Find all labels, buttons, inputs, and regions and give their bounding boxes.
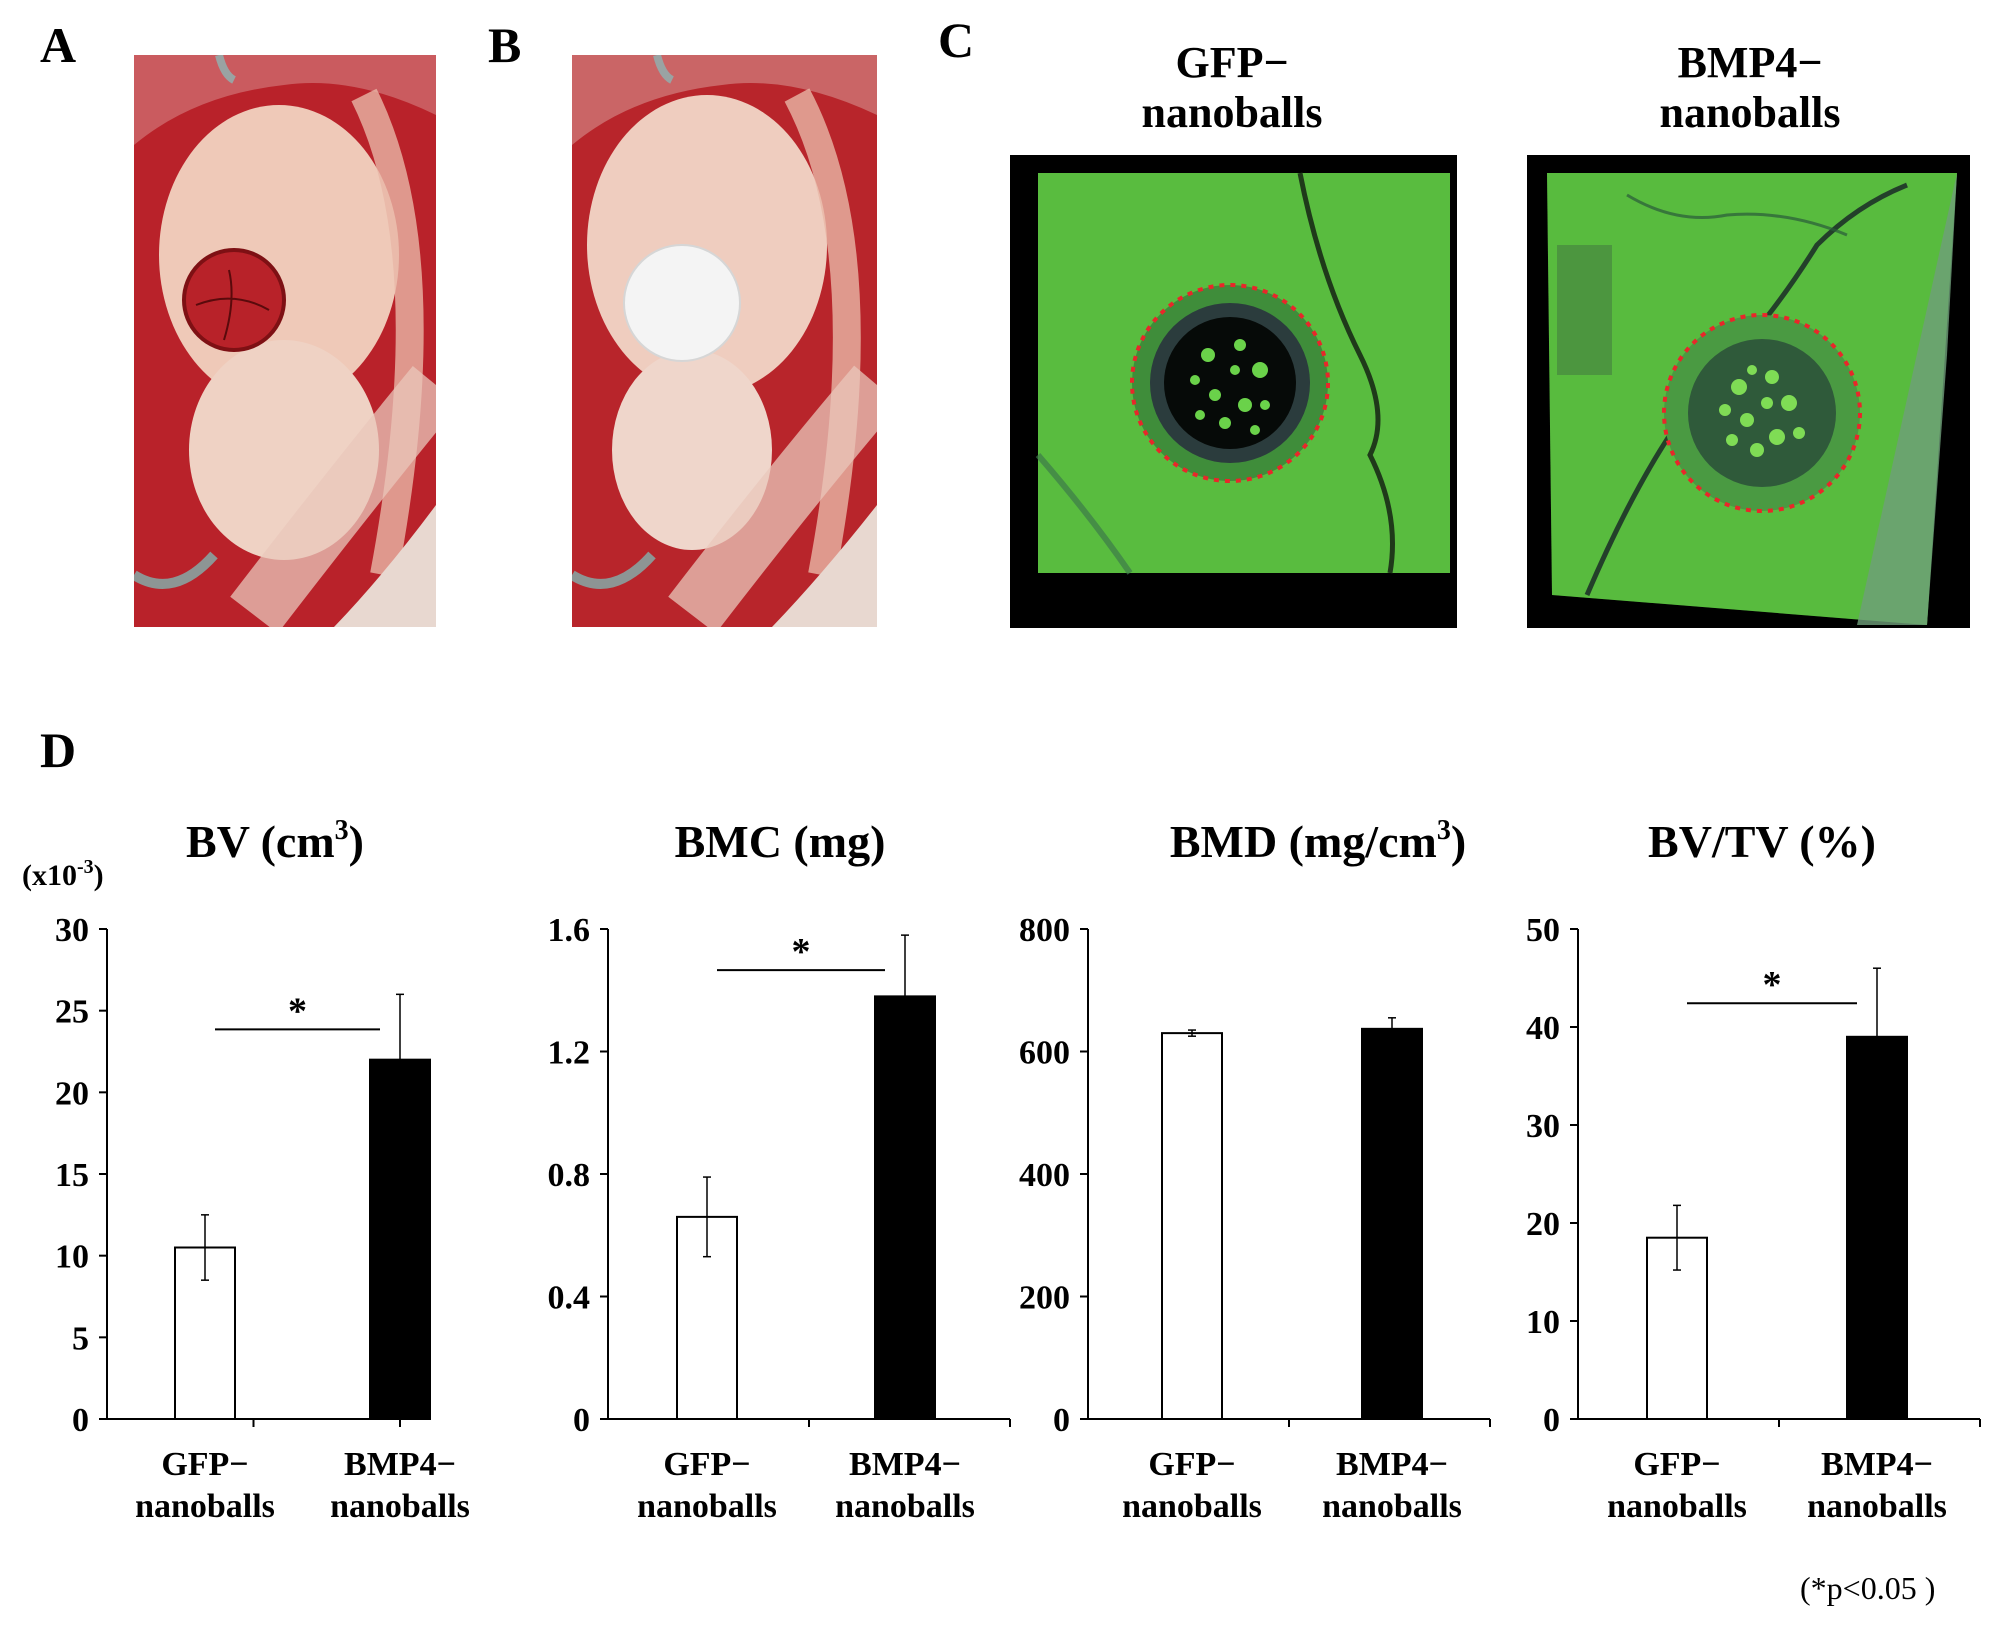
panel-label-a: A <box>40 17 77 73</box>
ct-right-title-line1: BMP4− <box>1677 38 1823 87</box>
photo-b-illustration <box>572 55 877 627</box>
significance-star: * <box>1763 964 1782 1006</box>
y-tick-label: 50 <box>1526 912 1560 949</box>
panel-label-c: C <box>938 12 975 68</box>
y-tick-label: 40 <box>1526 1010 1560 1047</box>
chart-multiplier-text: (x10 <box>22 859 77 892</box>
y-tick-label: 400 <box>1019 1157 1070 1194</box>
category-label: GFP− <box>161 1446 248 1483</box>
ct-left-title-line1: GFP− <box>1175 38 1289 87</box>
chart-title-text: BMD (mg/cm <box>1170 816 1437 867</box>
chart-1: BV (cm3)(x10-3)051015202530GFP−nanoballs… <box>22 815 470 1525</box>
category-label: BMP4− <box>1336 1446 1448 1483</box>
y-tick-label: 0 <box>1053 1402 1070 1439</box>
y-tick-label: 10 <box>55 1239 89 1276</box>
category-label: nanoballs <box>637 1488 777 1525</box>
bar-bmp4 <box>874 995 936 1420</box>
category-label: nanoballs <box>1607 1488 1747 1525</box>
ct-left-title-line2: nanoballs <box>1141 88 1323 137</box>
category-label: GFP− <box>1148 1446 1235 1483</box>
ct-image-gfp <box>1010 155 1457 628</box>
bar-gfp <box>1161 1032 1223 1420</box>
ct-left-title: GFP− nanoballs <box>1112 38 1352 138</box>
chart-multiplier: (x10-3) <box>22 856 104 892</box>
ct-right-title: BMP4− nanoballs <box>1630 38 1870 138</box>
y-tick-label: 5 <box>72 1320 89 1357</box>
category-label: BMP4− <box>849 1446 961 1483</box>
significance-footnote: (*p<0.05 ) <box>1800 1570 1936 1606</box>
chart-title: BV/TV (%) <box>1648 816 1876 867</box>
category-label: nanoballs <box>835 1488 975 1525</box>
y-tick-label: 0.4 <box>548 1280 591 1317</box>
y-tick-label: 25 <box>55 994 89 1031</box>
chart-title-text: BV (cm <box>186 816 335 867</box>
y-tick-label: 30 <box>1526 1108 1560 1145</box>
chart-title-tail: ) <box>1451 816 1466 867</box>
category-label: nanoballs <box>1122 1488 1262 1525</box>
category-label: BMP4− <box>1821 1446 1933 1483</box>
y-tick-label: 0 <box>72 1402 89 1439</box>
significance-star: * <box>792 931 811 973</box>
chart-title-text: BMC (mg) <box>675 816 886 867</box>
ct-image-gfp-illustration <box>1010 155 1457 628</box>
panel-label-b: B <box>488 17 522 73</box>
chart-title: BMD (mg/cm3) <box>1170 815 1466 867</box>
y-tick-label: 1.6 <box>548 912 591 949</box>
category-label: nanoballs <box>1807 1488 1947 1525</box>
chart-title-tail: ) <box>349 816 364 867</box>
category-label: BMP4− <box>344 1446 456 1483</box>
significance-star: * <box>288 990 307 1032</box>
chart-multiplier-tail: ) <box>94 859 104 892</box>
y-tick-label: 0 <box>1543 1402 1560 1439</box>
category-label: GFP− <box>1633 1446 1720 1483</box>
y-tick-label: 15 <box>55 1157 89 1194</box>
ct-image-bmp4 <box>1527 155 1970 628</box>
bar-bmp4 <box>369 1058 431 1420</box>
y-tick-label: 20 <box>1526 1206 1560 1243</box>
y-tick-label: 1.2 <box>548 1035 591 1072</box>
chart-title-superscript: 3 <box>335 815 349 846</box>
category-label: nanoballs <box>135 1488 275 1525</box>
chart-title: BMC (mg) <box>675 816 886 867</box>
category-label: nanoballs <box>1322 1488 1462 1525</box>
ct-right-title-line2: nanoballs <box>1659 88 1841 137</box>
y-tick-label: 0.8 <box>548 1157 591 1194</box>
y-tick-label: 0 <box>573 1402 590 1439</box>
photo-a-surgical-defect <box>134 55 436 627</box>
chart-4: BV/TV (%) 0 10 20 30 40 50 GFP− nanoballs BMP4− na… <box>1526 816 1981 1525</box>
y-tick-label: 200 <box>1019 1280 1070 1317</box>
photo-b-implant <box>572 55 877 627</box>
category-label: GFP− <box>663 1446 750 1483</box>
panel-label-d: D <box>40 722 77 778</box>
chart-2: BMC (mg) 0 0.4 0.8 1.2 1.6 GFP− nanoballs BMP4− n… <box>548 816 1011 1525</box>
bar-bmp4 <box>1846 1035 1908 1421</box>
chart-title-text: BV/TV (%) <box>1648 816 1876 867</box>
ct-image-bmp4-illustration <box>1527 155 1970 628</box>
chart-multiplier-superscript: -3 <box>77 856 94 878</box>
y-tick-label: 20 <box>55 1075 89 1112</box>
chart-title-superscript: 3 <box>1437 815 1451 846</box>
chart-3: BMD (mg/cm3) 0 200 400 600 800 GFP− nanoballs BM… <box>1019 815 1491 1525</box>
photo-a-illustration <box>134 55 436 627</box>
y-tick-label: 30 <box>55 912 89 949</box>
y-tick-label: 10 <box>1526 1304 1560 1341</box>
bar-bmp4 <box>1361 1027 1423 1421</box>
y-tick-label: 600 <box>1019 1035 1070 1072</box>
chart-title: BV (cm3) <box>186 815 364 867</box>
category-label: nanoballs <box>330 1488 470 1525</box>
y-tick-label: 800 <box>1019 912 1070 949</box>
